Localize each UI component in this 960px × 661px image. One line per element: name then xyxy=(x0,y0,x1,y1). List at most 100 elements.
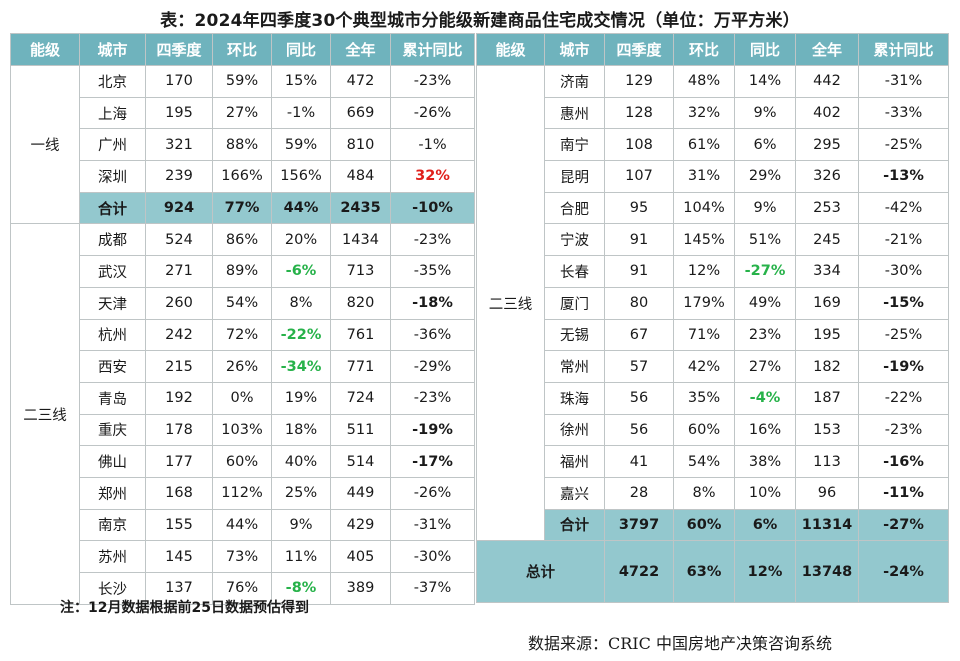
qoq-cell: 54% xyxy=(673,445,735,478)
year-cell: 1434 xyxy=(330,223,391,257)
city-cell: 长沙 xyxy=(79,572,146,605)
header-qoq: 环比 xyxy=(673,33,735,66)
right-table: 能级 城市 四季度 环比 同比 全年 累计同比 二三线 济南 129 48% 14% 44… xyxy=(476,33,949,604)
ytd-cell: -29% xyxy=(390,350,475,383)
tier-label: 二三线 xyxy=(476,64,545,542)
city-cell: 苏州 xyxy=(79,540,146,573)
qoq-cell: 179% xyxy=(673,286,735,320)
year-cell: 472 xyxy=(330,65,391,98)
header-row: 能级 城市 四季度 环比 同比 全年 累计同比 xyxy=(476,33,949,66)
city-cell: 青岛 xyxy=(79,381,146,415)
year-cell: 449 xyxy=(330,476,391,510)
q4-cell: 215 xyxy=(145,350,213,383)
subtotal-year-cell: 2435 xyxy=(330,191,391,225)
city-cell: 重庆 xyxy=(79,413,146,447)
ytd-cell: -25% xyxy=(858,128,949,162)
ytd-cell: -23% xyxy=(390,381,475,415)
ytd-cell: -36% xyxy=(390,318,475,352)
year-cell: 771 xyxy=(330,350,391,383)
header-tier: 能级 xyxy=(476,33,545,66)
qoq-cell: 54% xyxy=(212,286,272,320)
q4-cell: 239 xyxy=(145,160,213,193)
qoq-cell: 104% xyxy=(673,191,735,225)
table-row: 长沙 137 76% -8% 389 -37% xyxy=(11,572,475,605)
qoq-cell: 145% xyxy=(673,223,735,257)
table-row: 惠州 128 32% 9% 402 -33% xyxy=(477,96,949,130)
year-cell: 169 xyxy=(795,286,859,320)
year-cell: 669 xyxy=(330,96,391,130)
footnote: 注：12月数据根据前25日数据预估得到 xyxy=(60,600,309,616)
yoy-cell: 9% xyxy=(271,508,331,542)
qoq-cell: 59% xyxy=(212,65,272,98)
header-q4: 四季度 xyxy=(145,33,213,66)
q4-cell: 91 xyxy=(604,223,674,257)
grand-total-year-cell: 13748 xyxy=(795,540,859,604)
year-cell: 405 xyxy=(330,540,391,573)
q4-cell: 41 xyxy=(604,445,674,478)
city-cell: 长春 xyxy=(544,255,605,288)
header-yoy: 同比 xyxy=(271,33,331,66)
year-cell: 295 xyxy=(795,128,859,162)
table-row: 二三线 济南 129 48% 14% 442 -31% xyxy=(476,64,949,542)
ytd-cell: -31% xyxy=(858,65,949,98)
ytd-cell: -13% xyxy=(858,160,949,193)
qoq-cell: 42% xyxy=(673,350,735,383)
q4-cell: 95 xyxy=(604,191,674,225)
city-cell: 合肥 xyxy=(544,191,605,225)
q4-cell: 260 xyxy=(145,286,213,320)
qoq-cell: 61% xyxy=(673,128,735,162)
header-ytd: 累计同比 xyxy=(858,33,949,66)
city-cell: 南宁 xyxy=(544,128,605,162)
header-qoq: 环比 xyxy=(212,33,272,66)
ytd-cell: -19% xyxy=(390,413,475,447)
city-cell: 南京 xyxy=(79,508,146,542)
city-cell: 嘉兴 xyxy=(544,476,605,510)
yoy-cell: -8% xyxy=(271,572,331,605)
header-q4: 四季度 xyxy=(604,33,674,66)
yoy-cell: 11% xyxy=(271,540,331,573)
table-row: 宁波 91 145% 51% 245 -21% xyxy=(477,223,949,257)
q4-cell: 242 xyxy=(145,318,213,352)
subtotal-q4-cell: 924 xyxy=(145,191,213,225)
city-cell: 天津 xyxy=(79,286,146,320)
qoq-cell: 31% xyxy=(673,160,735,193)
q4-cell: 178 xyxy=(145,413,213,447)
yoy-cell: 8% xyxy=(271,286,331,320)
year-cell: 113 xyxy=(795,445,859,478)
yoy-cell: 20% xyxy=(271,223,331,257)
subtotal-ytd-cell: -27% xyxy=(858,508,949,542)
city-cell: 成都 xyxy=(79,223,146,257)
city-cell: 上海 xyxy=(79,96,146,130)
qoq-cell: 32% xyxy=(673,96,735,130)
ytd-cell: -15% xyxy=(858,286,949,320)
qoq-cell: 35% xyxy=(673,381,735,415)
q4-cell: 56 xyxy=(604,381,674,415)
ytd-cell: -18% xyxy=(390,286,475,320)
city-cell: 惠州 xyxy=(544,96,605,130)
ytd-cell: -11% xyxy=(858,476,949,510)
table-row: 昆明 107 31% 29% 326 -13% xyxy=(477,160,949,193)
city-cell: 北京 xyxy=(79,65,146,98)
city-cell: 郑州 xyxy=(79,476,146,510)
yoy-cell: -27% xyxy=(734,255,796,288)
city-cell: 徐州 xyxy=(544,413,605,447)
subtotal-yoy-cell: 44% xyxy=(271,191,331,225)
q4-cell: 271 xyxy=(145,255,213,288)
subtotal-yoy-cell: 6% xyxy=(734,508,796,542)
ytd-cell: -1% xyxy=(390,128,475,162)
yoy-cell: -1% xyxy=(271,96,331,130)
qoq-cell: 73% xyxy=(212,540,272,573)
q4-cell: 155 xyxy=(145,508,213,542)
table-row: 深圳 239 166% 156% 484 32% xyxy=(11,160,475,193)
table-row: 南宁 108 61% 6% 295 -25% xyxy=(477,128,949,162)
subtotal-label-cell: 合计 xyxy=(544,508,605,542)
yoy-cell: 156% xyxy=(271,160,331,193)
yoy-cell: 16% xyxy=(734,413,796,447)
yoy-cell: 6% xyxy=(734,128,796,162)
yoy-cell: 59% xyxy=(271,128,331,162)
header-year: 全年 xyxy=(330,33,391,66)
q4-cell: 170 xyxy=(145,65,213,98)
qoq-cell: 112% xyxy=(212,476,272,510)
table-row: 一线 北京 170 59% 15% 472 -23% xyxy=(10,64,475,225)
q4-cell: 195 xyxy=(145,96,213,130)
